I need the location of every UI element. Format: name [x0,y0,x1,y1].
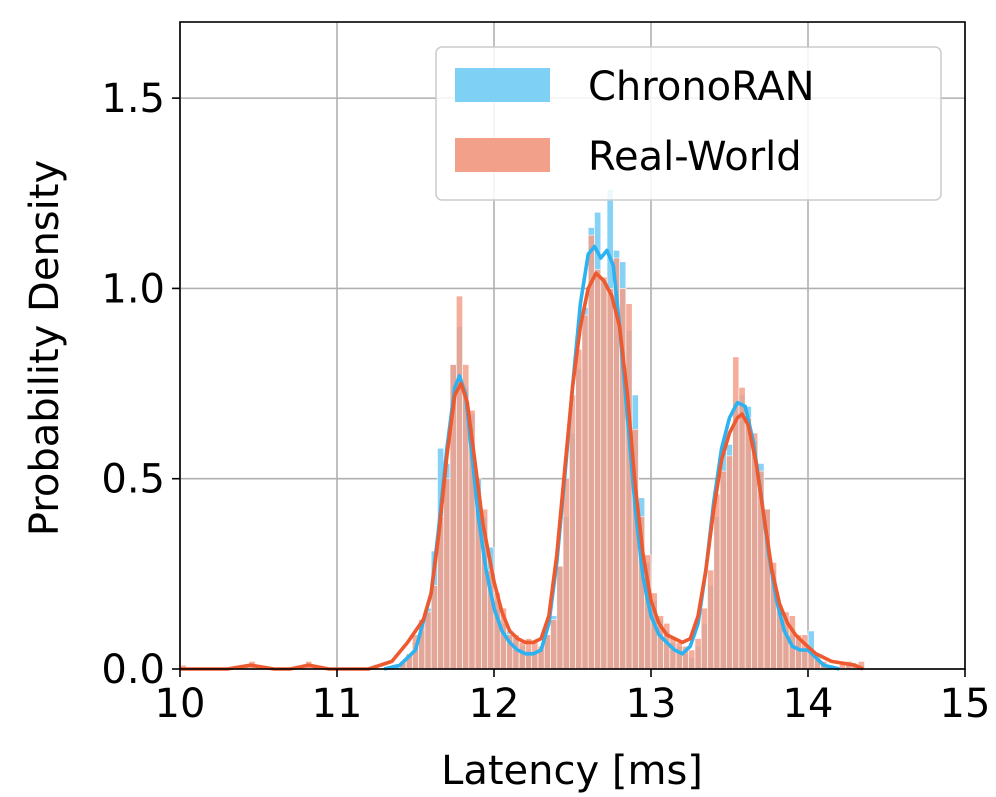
histogram-bar [713,493,721,670]
kde-line-real-world [180,271,864,671]
histogram-bar [675,642,683,670]
x-axis-label: Latency [ms] [441,748,703,794]
x-tick-label: 12 [469,681,520,727]
x-tick-label: 14 [783,681,834,727]
histogram-bar [531,642,539,670]
histogram-bar [518,642,526,670]
histogram-bar [443,478,451,670]
bars-real-world [179,234,865,670]
histogram-bar [700,607,708,670]
histogram-bar [744,417,752,670]
histogram-bar [430,584,438,670]
y-tick-label: 1.0 [101,266,165,312]
histogram-bar [606,288,614,670]
y-axis-label: Probability Density [22,160,68,536]
histogram-bars [179,189,865,670]
kde-curves [180,244,864,671]
y-tick-label: 0.0 [101,647,165,693]
y-tick-label: 0.5 [101,457,165,503]
histogram-bar [575,349,583,670]
histogram-bar [587,234,595,670]
legend-swatch-real-world [455,138,550,172]
legend-label-real-world: Real-World [588,134,802,180]
histogram-bar [550,619,558,670]
histogram-bar [625,303,633,670]
histogram-bar [556,565,564,670]
histogram-bar [726,455,733,670]
x-tick-label: 15 [940,681,991,727]
histogram-bar [562,478,570,670]
histogram-bar [424,611,432,670]
histogram-bar [669,638,677,670]
legend-box [435,46,942,201]
legend-swatch-chronoran [455,68,550,102]
legend-label-chronoran: ChronoRAN [588,64,815,110]
y-axis-ticks: 0.0 0.5 1.0 1.5 [101,76,180,693]
histogram-bar [688,649,696,670]
y-tick-label: 1.5 [101,76,165,122]
histogram-bar [694,638,702,670]
histogram-bar [456,295,463,670]
legend: ChronoRAN Real-World [435,46,942,201]
histogram-bar [738,387,746,670]
histogram-bar [569,394,576,670]
plot-frame [179,21,966,670]
x-axis-ticks: 10 11 12 13 14 15 [155,669,991,727]
histogram-bar [707,569,715,670]
histogram-bar [719,470,727,670]
x-tick-label: 13 [626,681,677,727]
x-tick-label: 10 [155,681,206,727]
histogram-bar [581,314,589,670]
x-tick-label: 11 [312,681,363,727]
histogram-bar [600,276,608,670]
histogram-bar [594,269,602,670]
